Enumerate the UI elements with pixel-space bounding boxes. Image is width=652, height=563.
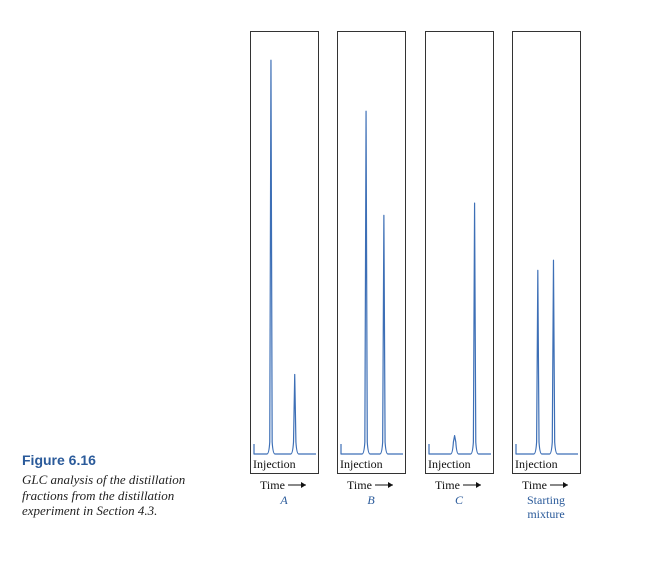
chromatogram-trace <box>340 110 403 455</box>
chromatogram-trace <box>253 59 316 455</box>
chromatogram-trace <box>428 202 491 455</box>
injection-label: Injection <box>340 457 383 471</box>
chromatogram-frame <box>512 31 581 474</box>
time-arrowhead-icon <box>301 482 306 488</box>
injection-label: Injection <box>428 457 471 471</box>
chromatogram-frame <box>425 31 494 474</box>
time-axis-label: Time <box>347 478 372 492</box>
time-arrowhead-icon <box>563 482 568 488</box>
time-arrowhead-icon <box>476 482 481 488</box>
panel-label: C <box>455 493 464 507</box>
time-axis-label: Time <box>435 478 460 492</box>
time-axis-label: Time <box>260 478 285 492</box>
chromatogram-frame <box>337 31 406 474</box>
chromatogram-trace <box>515 259 578 455</box>
chromatogram-frame <box>250 31 319 474</box>
figure-caption-text: GLC analysis of the distillation fractio… <box>22 472 186 518</box>
panel-label: A <box>279 493 288 507</box>
injection-label: Injection <box>515 457 558 471</box>
panel-label: B <box>367 493 375 507</box>
injection-label: Injection <box>253 457 296 471</box>
figure-title: Figure 6.16 <box>22 452 96 468</box>
panel-label: mixture <box>527 507 564 521</box>
figure-caption: Figure 6.16 GLC analysis of the distilla… <box>22 452 227 519</box>
panel-label: Starting <box>527 493 565 507</box>
time-axis-label: Time <box>522 478 547 492</box>
time-arrowhead-icon <box>388 482 393 488</box>
